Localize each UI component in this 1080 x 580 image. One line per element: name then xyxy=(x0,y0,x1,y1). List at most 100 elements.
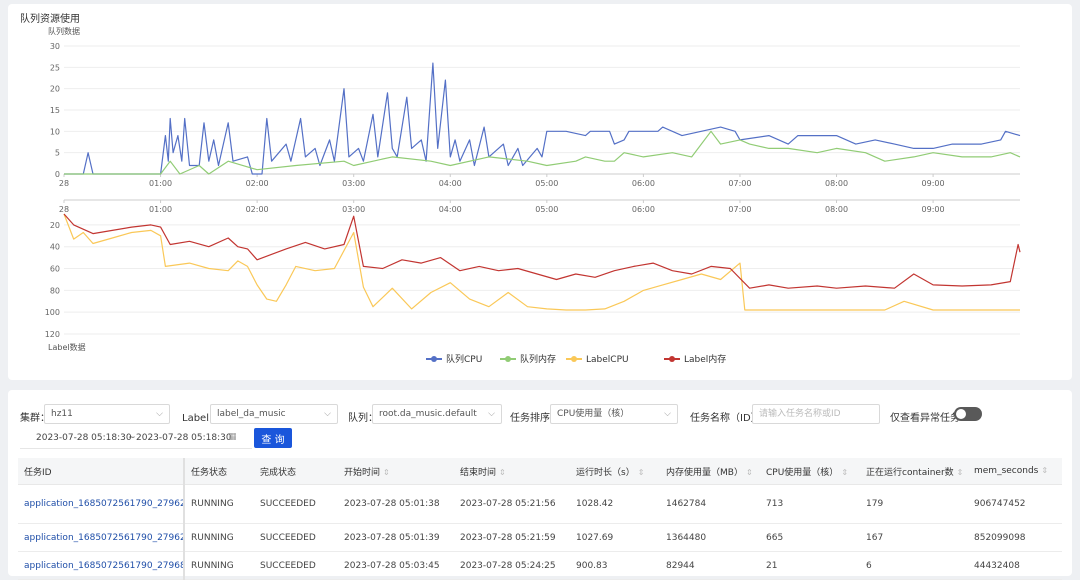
filter-row: 集群： hz11 ⌵ Label： label_da_music ⌵ 队列： r… xyxy=(8,404,1072,426)
col-task-id: 任务ID xyxy=(18,458,185,485)
col-mem-seconds[interactable]: mem_seconds ⇕ xyxy=(968,458,1062,485)
col-final-status: 完成状态 xyxy=(254,458,338,485)
cell: SUCCEEDED xyxy=(254,523,338,552)
legend-label: LabelCPU xyxy=(586,355,629,365)
cell: SUCCEEDED xyxy=(254,484,338,524)
date-end: 2023-07-28 05:18:30 xyxy=(136,433,232,443)
legend-label: Label内存 xyxy=(684,353,726,365)
col-start-time[interactable]: 开始时间 ⇕ xyxy=(338,458,454,485)
cell: 44432408 xyxy=(968,551,1062,580)
y-tick-label: 25 xyxy=(50,63,60,72)
task-id-link[interactable]: application_1685072561790_2796801 xyxy=(18,551,185,580)
y-tick-label: 20 xyxy=(50,85,60,94)
y-tick-label: 120 xyxy=(45,330,60,339)
table-row: application_1685072561790_2796222 RUNNIN… xyxy=(18,484,1062,524)
toggle-knob xyxy=(956,409,966,419)
date-range-picker[interactable]: 2023-07-28 05:18:30 ~ 2023-07-28 05:18:3… xyxy=(20,430,252,449)
x-tick-label: 01:00 xyxy=(149,179,172,188)
cell: RUNNING xyxy=(184,523,254,552)
y-tick-label: 80 xyxy=(50,286,60,295)
legend-marker xyxy=(431,356,437,362)
cell: 665 xyxy=(760,523,860,552)
cluster-select[interactable]: hz11 ⌵ xyxy=(44,404,170,424)
cell: 2023-07-28 05:24:25 xyxy=(454,551,570,580)
cell: 1027.69 xyxy=(570,523,660,552)
x-tick-label: 05:00 xyxy=(535,205,558,214)
cell: RUNNING xyxy=(184,484,254,524)
table-row: application_1685072561790_2796227 RUNNIN… xyxy=(18,523,1062,552)
x-tick-label: 02:00 xyxy=(246,179,269,188)
x-tick-label: 05:00 xyxy=(535,179,558,188)
col-cpu[interactable]: CPU使用量（核） ⇕ xyxy=(760,458,860,485)
y-tick-label: 0 xyxy=(55,170,60,179)
cell: 167 xyxy=(860,523,968,552)
queue-resource-chart-card: 队列资源使用 0 5 10 15 20 25 30 队列数据 28 01:00 02:00 03:00… xyxy=(8,4,1072,380)
task-id-link[interactable]: application_1685072561790_2796222 xyxy=(18,484,185,524)
sort-icon: ⇕ xyxy=(383,467,390,477)
sort-icon: ⇕ xyxy=(956,467,964,477)
cell: 900.83 xyxy=(570,551,660,580)
sort-icon: ⇕ xyxy=(637,467,645,477)
sort-icon: ⇕ xyxy=(745,467,753,477)
sort-select[interactable]: CPU使用量（核） ⌵ xyxy=(550,404,678,424)
legend-label: 队列CPU xyxy=(446,353,482,365)
cell: SUCCEEDED xyxy=(254,551,338,580)
x-tick-label: 04:00 xyxy=(439,205,462,214)
col-duration[interactable]: 运行时长（s） ⇕ xyxy=(570,458,660,485)
x-tick-label: 06:00 xyxy=(632,205,655,214)
date-start: 2023-07-28 05:18:30 xyxy=(36,433,132,443)
task-name-input[interactable] xyxy=(752,404,880,424)
x-tick-label: 07:00 xyxy=(728,205,751,214)
cluster-select-value: hz11 xyxy=(51,409,73,419)
y-axis-label: Label数据 xyxy=(48,342,86,352)
cell: 82944 xyxy=(660,551,760,580)
cell: 713 xyxy=(760,484,860,524)
col-task-status: 任务状态 xyxy=(184,458,254,485)
col-end-time[interactable]: 结束时间 ⇕ xyxy=(454,458,570,485)
cluster-label: 集群： xyxy=(20,413,50,424)
x-tick-label: 28 xyxy=(59,205,69,214)
sort-select-value: CPU使用量（核） xyxy=(557,409,630,419)
y-tick-label: 15 xyxy=(50,106,60,115)
chevron-down-icon: ⌵ xyxy=(324,409,331,419)
cell: 2023-07-28 05:03:45 xyxy=(338,551,454,580)
legend-marker xyxy=(669,356,675,362)
legend-marker xyxy=(505,356,511,362)
x-tick-label: 01:00 xyxy=(149,205,172,214)
legend-marker xyxy=(571,356,577,362)
sort-icon: ⇕ xyxy=(499,467,506,477)
x-tick-label: 03:00 xyxy=(342,205,365,214)
label-select-value: label_da_music xyxy=(217,409,286,419)
y-tick-label: 20 xyxy=(50,221,60,230)
y-tick-label: 40 xyxy=(50,243,60,252)
abnormal-only-toggle[interactable] xyxy=(954,407,982,421)
y-tick-label: 10 xyxy=(50,127,60,136)
sort-icon: ⇕ xyxy=(1041,466,1049,475)
cell: 2023-07-28 05:21:59 xyxy=(454,523,570,552)
x-tick-label: 04:00 xyxy=(439,179,462,188)
cell: 2023-07-28 05:21:56 xyxy=(454,484,570,524)
series-line-LabelCPU xyxy=(63,213,1020,311)
task-name-label: 任务名称（ID）： xyxy=(690,413,766,424)
y-tick-label: 100 xyxy=(45,308,60,317)
col-containers[interactable]: 正在运行container数 ⇕ xyxy=(860,458,968,485)
queue-select[interactable]: root.da_music.default ⌵ xyxy=(372,404,502,424)
date-separator: ~ xyxy=(128,433,136,443)
abnormal-only-label: 仅查看异常任务： xyxy=(890,413,970,424)
resource-chart: 0 5 10 15 20 25 30 队列数据 28 01:00 02:00 03:00 04:00 05… xyxy=(45,26,1021,365)
cell: 6 xyxy=(860,551,968,580)
cell: 179 xyxy=(860,484,968,524)
legend-label: 队列内存 xyxy=(520,353,556,365)
cell: 2023-07-28 05:01:39 xyxy=(338,523,454,552)
task-id-link[interactable]: application_1685072561790_2796227 xyxy=(18,523,185,552)
label-select[interactable]: label_da_music ⌵ xyxy=(210,404,338,424)
label-label: Label： xyxy=(182,413,219,424)
x-tick-label: 02:00 xyxy=(246,205,269,214)
col-memory[interactable]: 内存使用量（MB） ⇕ xyxy=(660,458,760,485)
x-tick-label: 06:00 xyxy=(632,179,655,188)
x-tick-label: 28 xyxy=(59,179,69,188)
query-button[interactable]: 查 询 xyxy=(254,428,292,448)
series-line-Label内存 xyxy=(63,213,1021,289)
cell: 1028.42 xyxy=(570,484,660,524)
cell: 1462784 xyxy=(660,484,760,524)
